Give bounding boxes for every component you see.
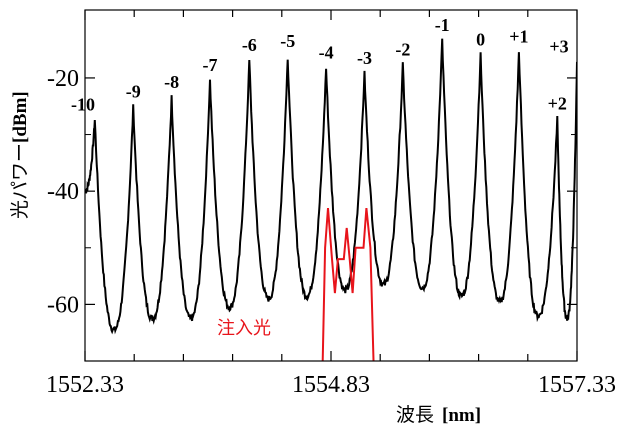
comb-line-label: -7 bbox=[202, 55, 217, 75]
y-axis-unit: [dBm] bbox=[10, 91, 31, 143]
comb-line-label: -1 bbox=[435, 15, 450, 35]
comb-line-label: -5 bbox=[280, 31, 295, 51]
comb-line-label: -6 bbox=[242, 35, 257, 55]
comb-line-label: -2 bbox=[395, 39, 410, 59]
comb-line-label: 0 bbox=[476, 29, 485, 49]
x-axis-unit: [nm] bbox=[442, 405, 481, 426]
comb-line-label: +3 bbox=[549, 37, 568, 57]
injection-light-trace bbox=[321, 207, 375, 361]
comb-line-label: -3 bbox=[357, 48, 372, 68]
comb-line-label: -10 bbox=[71, 94, 95, 114]
y-tick-label: -60 bbox=[47, 292, 79, 318]
comb-line-label: -9 bbox=[126, 81, 141, 101]
comb-line-label: +2 bbox=[548, 93, 567, 113]
comb-line-label: -8 bbox=[164, 72, 179, 92]
x-tick-label: 1552.33 bbox=[46, 372, 124, 398]
y-tick-label: -20 bbox=[47, 66, 79, 92]
comb-line-label: -4 bbox=[319, 42, 334, 62]
frequency-comb-trace bbox=[85, 38, 577, 335]
y-tick-label: -40 bbox=[47, 179, 79, 205]
y-axis-label: 光パワー bbox=[9, 143, 31, 219]
injection-light-label: 注入光 bbox=[217, 318, 271, 339]
plot-frame bbox=[84, 9, 578, 362]
x-axis-label: 波長 bbox=[396, 404, 434, 426]
x-tick-label: 1557.33 bbox=[538, 372, 616, 398]
x-tick-label: 1554.83 bbox=[292, 372, 370, 398]
comb-line-label: +1 bbox=[509, 26, 528, 46]
